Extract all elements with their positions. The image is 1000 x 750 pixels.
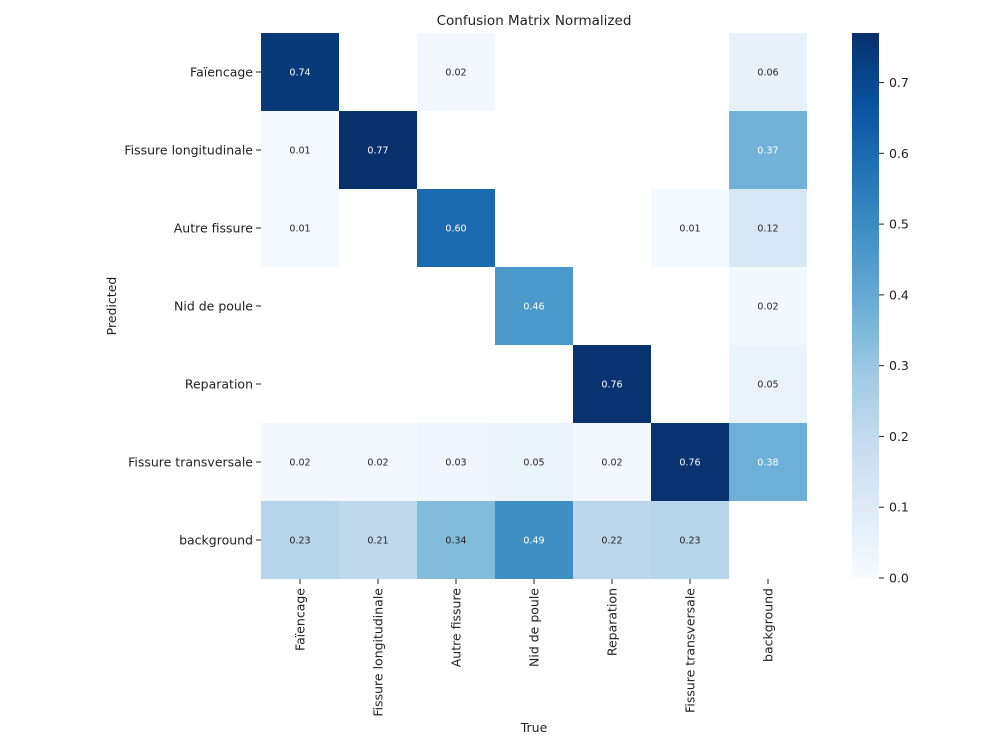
y-axis-label: Predicted — [104, 277, 119, 336]
x-tick-label: background — [761, 588, 776, 662]
cell-value-label: 0.12 — [757, 224, 778, 235]
x-tick-label: Autre fissure — [449, 588, 464, 668]
cell-value-label: 0.23 — [289, 536, 310, 547]
heatmap-cells — [261, 33, 807, 579]
x-tick-label: Reparation — [605, 588, 620, 656]
x-tick-label: Faïencage — [293, 588, 308, 651]
heatmap-cell — [339, 501, 417, 579]
cell-value-label: 0.02 — [367, 458, 388, 469]
cell-value-label: 0.06 — [757, 68, 778, 79]
cell-value-label: 0.76 — [601, 380, 622, 391]
colorbar-tick-label: 0.2 — [889, 429, 909, 444]
cell-value-label: 0.21 — [367, 536, 388, 547]
colorbar-tick-label: 0.1 — [889, 500, 909, 515]
colorbar-tick-label: 0.6 — [889, 146, 909, 161]
heatmap-cell — [495, 423, 573, 501]
heatmap-cell-labels: 0.74 0.02 0.06 0.01 0.77 0.37 0.01 0.60 0.01 0.12… — [289, 68, 778, 547]
y-tick-label: Faïencage — [190, 65, 253, 80]
cell-value-label: 0.05 — [757, 380, 778, 391]
heatmap-cell — [417, 33, 495, 111]
cell-value-label: 0.22 — [601, 536, 622, 547]
y-tick-label: Fissure transversale — [128, 455, 253, 470]
cell-value-label: 0.77 — [367, 146, 388, 157]
heatmap-cell — [261, 189, 339, 267]
cell-value-label: 0.02 — [445, 68, 466, 79]
heatmap-cell — [729, 267, 807, 345]
cell-value-label: 0.37 — [757, 146, 778, 157]
heatmap-cell — [261, 501, 339, 579]
heatmap-cell — [729, 189, 807, 267]
heatmap-cell — [729, 423, 807, 501]
x-tick-label: Fissure transversale — [683, 588, 698, 713]
heatmap-cell — [729, 111, 807, 189]
colorbar-tick-label: 0.3 — [889, 358, 909, 373]
cell-value-label: 0.02 — [601, 458, 622, 469]
heatmap-cell — [417, 189, 495, 267]
heatmap-cell — [573, 345, 651, 423]
cell-value-label: 0.03 — [445, 458, 466, 469]
y-tick-label: Fissure longitudinale — [124, 143, 253, 158]
chart-title: Confusion Matrix Normalized — [437, 13, 632, 29]
colorbar-tick-label: 0.7 — [889, 75, 909, 90]
heatmap-cell — [651, 189, 729, 267]
heatmap-cell — [417, 501, 495, 579]
heatmap-cell — [495, 501, 573, 579]
heatmap-cell — [651, 423, 729, 501]
colorbar-ticks: 0.0 0.1 0.2 0.3 0.4 0.5 0.6 0.7 — [879, 75, 909, 586]
cell-value-label: 0.23 — [679, 536, 700, 547]
cell-value-label: 0.60 — [445, 224, 466, 235]
cell-value-label: 0.01 — [289, 146, 310, 157]
x-tick-label: Fissure longitudinale — [371, 588, 386, 717]
x-tick-label: Nid de poule — [527, 588, 542, 667]
heatmap-cell — [495, 267, 573, 345]
y-axis-ticks: Faïencage Fissure longitudinale Autre fiss… — [124, 65, 261, 548]
heatmap-cell — [729, 33, 807, 111]
x-axis-ticks: Faïencage Fissure longitudinale Autre fiss… — [293, 579, 776, 717]
colorbar-tick-label: 0.5 — [889, 217, 909, 232]
cell-value-label: 0.02 — [757, 302, 778, 313]
heatmap-cell — [573, 501, 651, 579]
cell-value-label: 0.74 — [289, 68, 310, 79]
cell-value-label: 0.38 — [757, 458, 778, 469]
cell-value-label: 0.01 — [289, 224, 310, 235]
y-tick-label: Nid de poule — [174, 299, 253, 314]
heatmap-cell — [417, 423, 495, 501]
heatmap-cell — [651, 501, 729, 579]
cell-value-label: 0.05 — [523, 458, 544, 469]
x-axis-label: True — [520, 720, 548, 735]
cell-value-label: 0.46 — [523, 302, 544, 313]
y-tick-label: Autre fissure — [174, 221, 254, 236]
y-tick-label: background — [179, 533, 253, 548]
heatmap-cell — [729, 345, 807, 423]
colorbar-tick-label: 0.4 — [889, 287, 909, 302]
heatmap-cell — [261, 33, 339, 111]
heatmap-cell — [261, 423, 339, 501]
cell-value-label: 0.49 — [523, 536, 544, 547]
cell-value-label: 0.01 — [679, 224, 700, 235]
colorbar-tick-label: 0.0 — [889, 571, 909, 586]
colorbar — [852, 33, 879, 578]
heatmap-cell — [573, 423, 651, 501]
heatmap-cell — [339, 423, 417, 501]
cell-value-label: 0.76 — [679, 458, 700, 469]
heatmap-cell — [261, 111, 339, 189]
heatmap-cell — [339, 111, 417, 189]
cell-value-label: 0.34 — [445, 536, 466, 547]
cell-value-label: 0.02 — [289, 458, 310, 469]
y-tick-label: Reparation — [185, 377, 253, 392]
